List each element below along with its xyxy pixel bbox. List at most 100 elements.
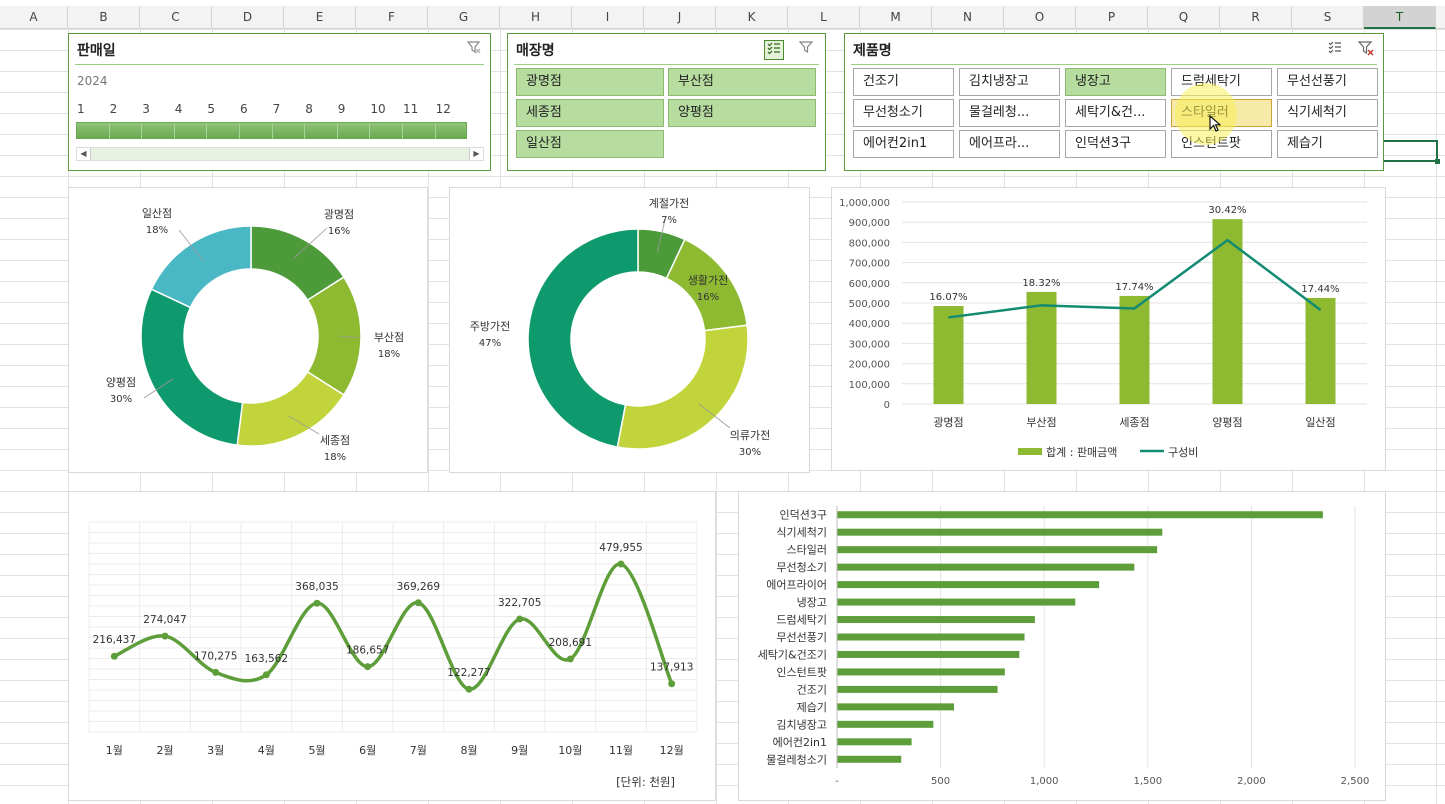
bar[interactable] [837,616,1035,624]
slicer-item[interactable]: 인스턴트팟 [1171,130,1272,158]
donut-slice[interactable] [527,228,639,448]
bar[interactable] [837,633,1025,641]
timeline-month-label[interactable]: 10 [370,102,386,116]
column-header-m[interactable]: M [860,6,932,29]
bar[interactable] [837,703,955,711]
bar[interactable] [1305,297,1336,404]
multi-select-icon[interactable] [1325,40,1345,60]
timeline-month-label[interactable]: 11 [403,102,419,116]
slicer-item[interactable]: 물걸레청... [959,99,1060,127]
timeline-month-label[interactable]: 5 [207,102,216,116]
slicer-item[interactable]: 스타일러 [1171,99,1272,127]
column-header-f[interactable]: F [356,6,428,29]
slicer-item[interactable]: 광명점 [516,68,664,96]
store-sales-combo-chart[interactable]: 0 100,000 200,000 300,000 400,000 500,000 600,… [831,187,1386,471]
slicer-item[interactable]: 드럼세탁기 [1171,68,1272,96]
column-header-e[interactable]: E [284,6,356,29]
bar[interactable] [1212,219,1243,404]
bar[interactable] [837,738,912,746]
trend-point[interactable] [364,663,372,671]
slicer-item[interactable]: 에어컨2in1 [853,130,954,158]
product-ranking-chart[interactable]: - 500 1,000 1,500 2,000 2,500 인덕션3구 식기세척기 스타일러 무선… [738,491,1386,801]
column-header-p[interactable]: P [1076,6,1148,29]
donut-slice[interactable] [140,288,244,446]
timeline-month-label[interactable]: 6 [240,102,248,116]
timeline-month-label[interactable]: 1 [77,102,85,116]
column-header-g[interactable]: G [428,6,500,29]
bar[interactable] [837,528,1163,536]
category-share-chart[interactable]: 계절가전 7% 생활가전 16% 의류가전 30% 주방가전 47% [449,187,810,473]
donut-slice[interactable] [616,324,749,450]
slicer-item[interactable]: 냉장고 [1065,68,1166,96]
column-header-n[interactable]: N [932,6,1004,29]
timeline-month-label[interactable]: 12 [435,102,451,116]
store-slicer[interactable]: 매장명 광명점 부산점 세종점 양평점 일산점 [507,33,826,171]
bar[interactable] [837,563,1135,571]
column-header-b[interactable]: B [68,6,140,29]
trend-point[interactable] [313,599,321,607]
clear-filter-icon[interactable] [796,40,816,60]
column-header-r[interactable]: R [1220,6,1292,29]
bar[interactable] [837,755,902,763]
column-header-j[interactable]: J [644,6,716,29]
slicer-item[interactable]: 건조기 [853,68,954,96]
donut-slice[interactable] [150,225,252,309]
slicer-item[interactable]: 김치냉장고 [959,68,1060,96]
monthly-trend-chart[interactable]: 216,437 1월 274,047 2월 170,275 3월 163,562 4월 368,… [68,491,716,801]
trend-point[interactable] [110,652,118,660]
column-header-a[interactable]: A [0,6,68,29]
clear-filter-icon[interactable] [1356,40,1376,60]
trend-point[interactable] [212,668,220,676]
timeline-scrollbar[interactable]: ◀ ▶ [76,147,484,161]
clear-filter-icon[interactable] [464,40,484,60]
slicer-item[interactable]: 무선선풍기 [1277,68,1378,96]
bar[interactable] [837,685,998,693]
column-header-k[interactable]: K [716,6,788,29]
trend-point[interactable] [566,655,574,663]
scroll-right-arrow[interactable]: ▶ [469,148,483,160]
timeline-month-label[interactable]: 3 [142,102,150,116]
timeline-month-label[interactable]: 7 [272,102,281,116]
bar[interactable] [837,546,1158,554]
slicer-item[interactable]: 무선청소기 [853,99,954,127]
slicer-item[interactable]: 부산점 [668,68,816,96]
column-header-d[interactable]: D [212,6,284,29]
bar[interactable] [837,668,1005,676]
bar[interactable] [933,306,964,404]
bar[interactable] [837,598,1076,606]
trend-point[interactable] [414,599,422,607]
timeline-month-label[interactable]: 2 [109,102,118,116]
product-slicer[interactable]: 제품명 건조기 김치냉장고 냉장고 드럼세탁기 무선선풍기 무선청소기 물걸레청... 세탁기… [844,33,1384,171]
slicer-item[interactable]: 식기세척기 [1277,99,1378,127]
column-header-o[interactable]: O [1004,6,1076,29]
bar[interactable] [1119,295,1150,404]
trend-point[interactable] [465,685,473,693]
column-header-h[interactable]: H [500,6,572,29]
slicer-item[interactable]: 일산점 [516,130,664,158]
column-header-t[interactable]: T [1364,6,1436,29]
slicer-item[interactable]: 세종점 [516,99,664,127]
trend-point[interactable] [161,632,169,640]
multi-select-icon[interactable] [764,40,784,60]
column-header-q[interactable]: Q [1148,6,1220,29]
bar[interactable] [1026,291,1057,404]
timeline-month-label[interactable]: 9 [337,102,346,116]
store-share-chart[interactable]: 광명점 16% 부산점 18% 세종점 18% 양평점 30% 일산점 18% [68,187,428,473]
column-header-l[interactable]: L [788,6,860,29]
scroll-left-arrow[interactable]: ◀ [77,148,91,160]
bar[interactable] [837,720,934,728]
bar[interactable] [837,511,1323,519]
bar[interactable] [837,581,1100,589]
timeline-month-label[interactable]: 8 [305,102,313,116]
date-timeline-slicer[interactable]: 판매일 2024 1 2 3 4 5 6 7 8 9 10 11 12 ◀ ▶ [68,33,491,171]
timeline-bar[interactable] [76,122,467,139]
trend-point[interactable] [617,560,625,568]
trend-point[interactable] [668,680,676,688]
trend-point[interactable] [262,671,270,679]
trend-point[interactable] [516,615,524,623]
slicer-item[interactable]: 세탁기&건... [1065,99,1166,127]
slicer-item[interactable]: 에어프라... [959,130,1060,158]
bar[interactable] [837,650,1020,658]
column-header-i[interactable]: I [572,6,644,29]
column-header-s[interactable]: S [1292,6,1364,29]
